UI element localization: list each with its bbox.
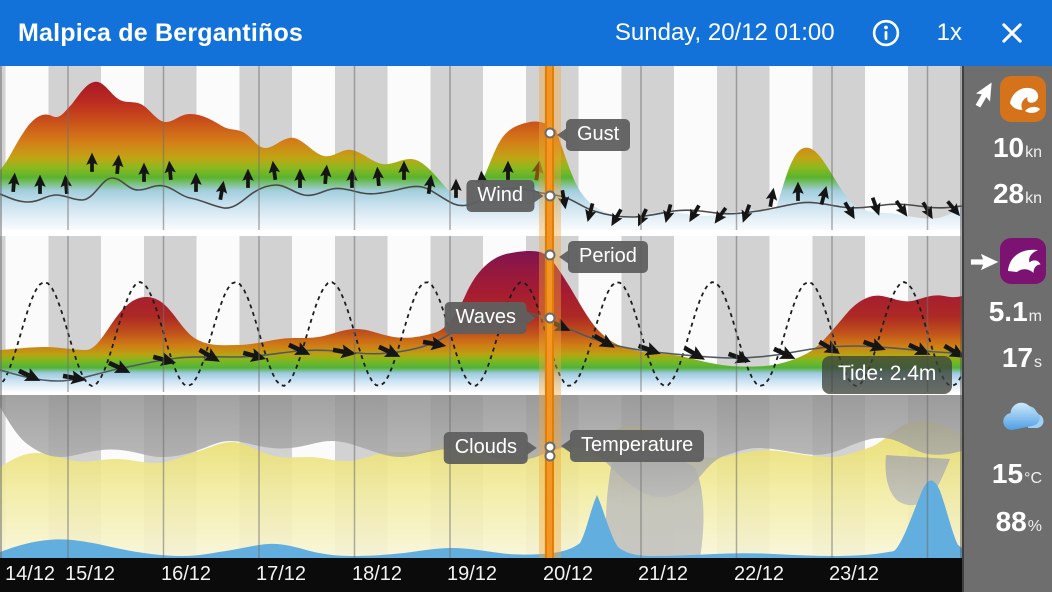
wind-speed-value: 10kn xyxy=(992,132,1042,163)
axis-tick: 14/12 xyxy=(4,563,56,585)
cloud-icon[interactable] xyxy=(998,394,1048,443)
axis-tick: 21/12 xyxy=(637,563,689,585)
gust-area xyxy=(0,81,962,230)
tide-badge: Tide: 2.4m xyxy=(822,356,953,394)
current-conditions-sidebar: 10kn 28kn 5.1m 17s 15°C 88% xyxy=(962,66,1052,592)
axis-tick: 18/12 xyxy=(351,563,403,585)
top-bar: Malpica de Bergantiños Sunday, 20/12 01:… xyxy=(0,0,1052,66)
wave-direction-arrow xyxy=(970,253,999,271)
close-icon[interactable] xyxy=(998,19,1026,47)
temperature-value: 15°C xyxy=(991,458,1042,489)
wave-period-value: 17s xyxy=(1001,342,1042,373)
gust-label: Gust xyxy=(556,119,631,151)
axis-tick: 23/12 xyxy=(828,563,880,585)
axis-tick: 17/12 xyxy=(255,563,307,585)
forecast-chart[interactable]: Gust Wind Period Waves Clouds Temperatur… xyxy=(0,66,962,592)
current-value-dot xyxy=(544,450,556,462)
info-icon[interactable] xyxy=(871,18,901,48)
current-value-dot xyxy=(544,190,556,202)
playback-speed-button[interactable]: 1x xyxy=(936,19,962,46)
axis-tick: 22/12 xyxy=(733,563,785,585)
humidity-value: 88% xyxy=(995,506,1042,537)
wind-icon[interactable] xyxy=(1000,76,1046,122)
header-controls: Sunday, 20/12 01:00 1x xyxy=(615,18,1026,48)
wind-line xyxy=(0,177,962,218)
precipitation-area xyxy=(0,480,962,558)
current-value-dot xyxy=(544,312,556,324)
current-time-indicator[interactable] xyxy=(539,66,561,558)
axis-tick: 19/12 xyxy=(446,563,498,585)
gust-speed-value: 28kn xyxy=(992,178,1042,209)
temperature-label: Temperature xyxy=(560,430,705,462)
waves-label: Waves xyxy=(444,302,537,334)
time-axis: 14/12 15/12 16/12 17/12 18/12 19/12 20/12 21/12… xyxy=(0,558,962,592)
sunshine-area xyxy=(0,420,962,558)
current-value-dot xyxy=(544,127,556,139)
axis-tick: 15/12 xyxy=(64,563,116,585)
wave-height-value: 5.1m xyxy=(988,296,1042,327)
wind-direction-arrow xyxy=(970,78,999,111)
current-time-line xyxy=(545,66,554,558)
current-value-dot xyxy=(544,249,556,261)
clouds-panel xyxy=(0,395,962,558)
wind-label: Wind xyxy=(466,180,543,212)
clouds-label: Clouds xyxy=(443,432,538,464)
page-title: Malpica de Bergantiños xyxy=(18,18,304,47)
current-datetime: Sunday, 20/12 01:00 xyxy=(614,19,835,46)
axis-tick: 16/12 xyxy=(160,563,212,585)
period-label: Period xyxy=(559,241,648,273)
axis-tick: 20/12 xyxy=(542,563,594,585)
wave-icon[interactable] xyxy=(1000,238,1046,284)
heavy-cloud-column xyxy=(605,454,704,558)
